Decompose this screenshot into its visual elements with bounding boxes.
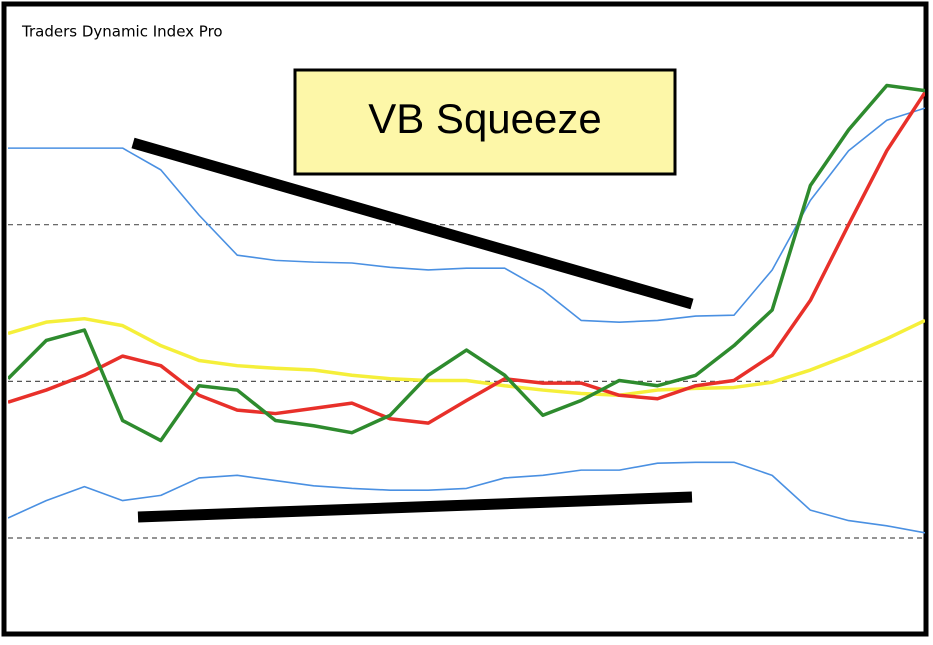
series-line xyxy=(8,83,925,443)
series-line xyxy=(8,107,925,323)
plot-area xyxy=(8,83,925,539)
series-line xyxy=(8,91,925,425)
trend-line xyxy=(137,491,693,523)
annotation-box xyxy=(293,68,677,176)
series-line xyxy=(8,316,925,398)
chart-title: Traders Dynamic Index Pro xyxy=(21,23,223,41)
annotation: VB Squeeze xyxy=(368,95,602,142)
series-line xyxy=(8,461,925,534)
trend-line xyxy=(131,137,694,310)
